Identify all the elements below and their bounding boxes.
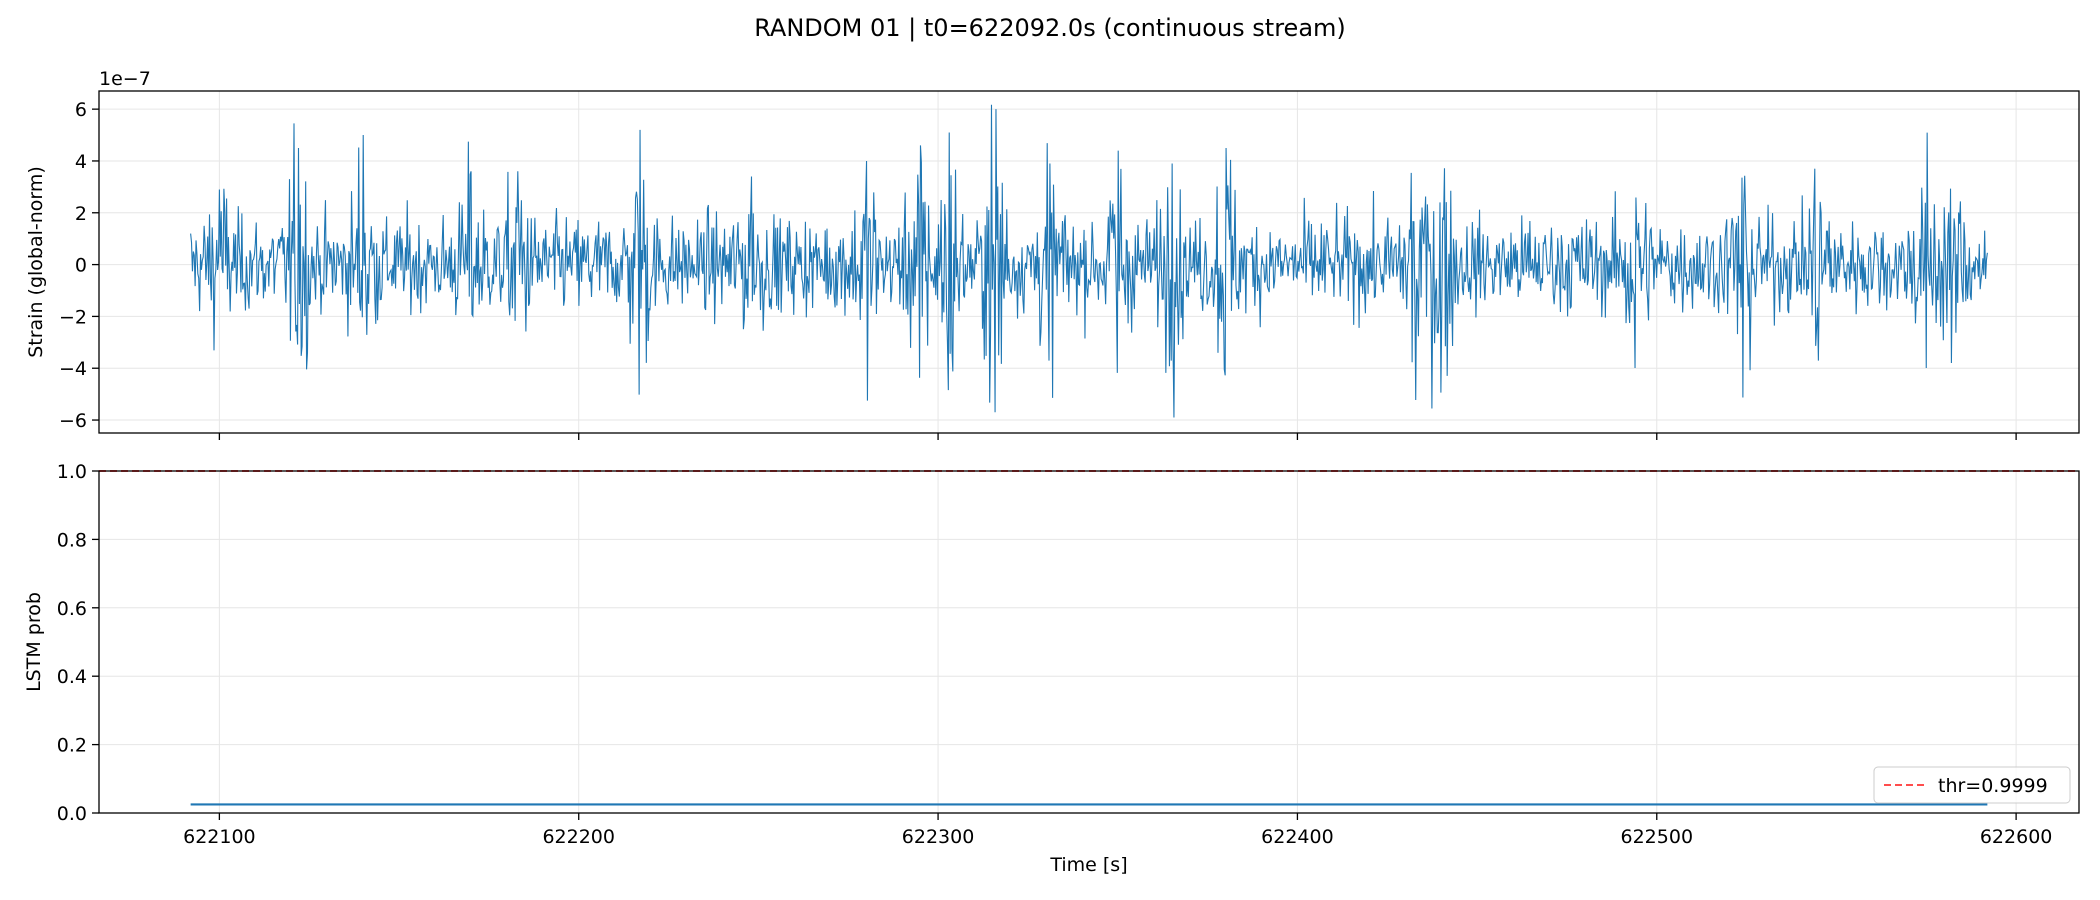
strain-series-line [190,104,1988,418]
strain-plot [190,104,1988,418]
x-tick-label: 622500 [1621,826,1694,848]
probability-panel: 0.00.20.40.60.81.0 622100 622200 622300 622… [23,461,2080,876]
probability-y-axis-label: LSTM prob [23,592,45,692]
strain-offset-text: 1e−7 [99,68,151,90]
legend: thr=0.9999 [1873,766,2071,804]
strain-x-ticks [218,433,2017,440]
probability-y-tick-label: 0.8 [57,529,87,551]
x-tick-label: 622100 [183,826,256,848]
x-tick-label: 622600 [1980,826,2053,848]
strain-grid [99,91,2079,433]
strain-axes-frame [98,90,2080,434]
probability-y-tick-label: 0.4 [57,666,87,688]
strain-y-tick-label: −6 [59,410,87,432]
probability-y-tick-label: 0.0 [57,803,87,825]
x-tick-label: 622300 [902,826,975,848]
strain-y-tick-label: −4 [59,358,87,380]
x-tick-label: 622200 [542,826,615,848]
probability-axes-frame [98,470,2080,814]
strain-y-tick-label: 2 [75,203,87,225]
strain-panel: −6 −4 −2 0 2 4 6 1e−7 Strain (global-norm) [25,68,2080,440]
probability-y-tick-label: 1.0 [57,461,87,483]
x-tick-label: 622400 [1261,826,1334,848]
probability-y-tick-label: 0.6 [57,598,87,620]
probability-plot [99,470,2079,806]
probability-y-tick-label: 0.2 [57,735,87,757]
strain-y-tick-label: 4 [75,151,87,173]
strain-y-ticks: −6 −4 −2 0 2 4 6 [59,99,99,432]
strain-y-tick-label: 6 [75,99,87,121]
legend-threshold-label: thr=0.9999 [1938,775,2048,797]
strain-y-tick-label: −2 [59,306,87,328]
strain-y-tick-label: 0 [75,255,87,277]
figure-title: RANDOM 01 | t0=622092.0s (continuous str… [754,14,1346,42]
strain-y-axis-label: Strain (global-norm) [25,166,47,358]
x-axis-label: Time [s] [1049,854,1127,876]
probability-y-ticks: 0.0 0.2 0.4 0.6 0.8 1.0 [57,461,99,825]
probability-x-ticks: 622100 622200 622300 622400 622500 622600 [183,813,2052,848]
legend-box [1873,766,2071,804]
probability-grid [99,470,2079,814]
